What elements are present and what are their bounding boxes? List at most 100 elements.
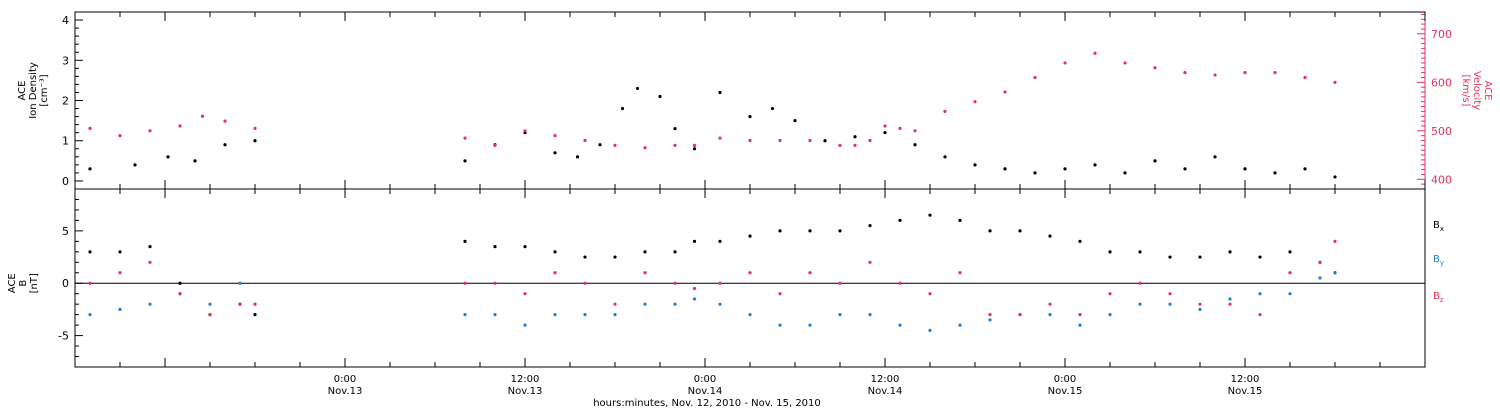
by-point	[463, 313, 467, 317]
density-tick-label: 3	[62, 54, 69, 67]
bx-point	[928, 213, 932, 217]
density-axis-title: ACE Ion Density [cm⁻³]	[17, 62, 50, 119]
by-point	[583, 313, 587, 317]
by-point	[148, 302, 152, 306]
x-tick-time-label: 12:00	[511, 374, 540, 385]
bz-point	[692, 286, 697, 291]
velocity-point	[718, 136, 722, 140]
density-point	[793, 119, 797, 123]
bz-point	[463, 281, 467, 285]
bz-point	[808, 271, 812, 275]
density-point	[553, 151, 557, 155]
legend-by: By	[1433, 254, 1444, 267]
bz-point	[868, 260, 872, 264]
velocity-point	[898, 126, 902, 130]
velocity-point	[1003, 90, 1007, 94]
velocity-point	[1123, 61, 1127, 65]
density-point	[575, 155, 580, 159]
bx-point	[493, 244, 497, 249]
velocity-axis-title-line: Velocity	[1471, 71, 1482, 110]
density-point	[166, 155, 170, 159]
velocity-point	[643, 146, 647, 150]
bfield-tick-label: -5	[58, 330, 69, 343]
velocity-tick-label: 600	[1431, 76, 1452, 89]
bx-point	[1048, 234, 1052, 238]
velocity-point	[973, 100, 977, 104]
bz-point	[208, 313, 212, 317]
by-point	[692, 297, 697, 301]
density-point	[1273, 171, 1277, 175]
by-point	[208, 302, 212, 306]
bfield-tick-label: 0	[62, 277, 69, 290]
bx-point	[253, 313, 257, 317]
bz-point	[523, 292, 527, 296]
bx-point	[692, 239, 697, 243]
top-panel-frame	[74, 11, 1426, 190]
bz-point	[493, 281, 497, 285]
by-point	[118, 307, 122, 312]
bz-point	[1108, 292, 1112, 296]
bz-point	[838, 281, 842, 285]
density-point	[463, 159, 467, 163]
by-point	[1288, 292, 1292, 296]
bz-point	[148, 260, 152, 264]
velocity-point	[838, 143, 842, 147]
bz-point	[553, 271, 557, 275]
by-point	[1228, 297, 1232, 301]
x-tick-time-label: 0:00	[334, 374, 356, 385]
by-point	[808, 323, 812, 327]
by-point	[1318, 276, 1322, 280]
density-point	[635, 86, 640, 91]
x-tick-date-label: Nov.14	[688, 386, 723, 397]
legend-bx-sub: x	[1440, 225, 1444, 233]
bz-point	[958, 271, 962, 275]
density-point	[823, 139, 827, 143]
by-point	[928, 328, 932, 332]
by-point	[643, 302, 647, 306]
x-tick-time-label: 0:00	[694, 374, 716, 385]
bz-point	[1288, 271, 1292, 275]
velocity-tick-label: 700	[1431, 28, 1452, 41]
bz-point	[1333, 239, 1337, 243]
density-point	[1243, 167, 1247, 171]
bz-point	[1078, 313, 1082, 317]
bz-point	[253, 302, 257, 306]
legend-bz-sub: z	[1440, 296, 1444, 304]
bx-point	[778, 229, 782, 233]
by-point	[1108, 313, 1112, 317]
bx-point	[523, 244, 527, 249]
by-point	[613, 313, 617, 317]
density-axis-title-line: Ion Density	[28, 62, 39, 119]
density-point	[1213, 155, 1217, 159]
density-point	[253, 139, 257, 143]
by-point	[1333, 271, 1337, 275]
by-point	[898, 323, 902, 327]
bx-point	[553, 250, 557, 254]
by-point	[988, 318, 992, 322]
velocity-point	[778, 138, 782, 143]
bx-point	[1168, 255, 1172, 259]
bx-point	[868, 224, 872, 228]
bz-point	[1168, 292, 1172, 296]
bx-point	[148, 244, 152, 249]
velocity-point	[200, 114, 205, 118]
bz-point	[1198, 302, 1202, 306]
density-point	[1333, 175, 1337, 179]
density-point	[88, 167, 92, 171]
bfield-tick-label: 5	[62, 225, 69, 238]
bz-point	[88, 281, 92, 285]
velocity-point	[808, 138, 812, 143]
velocity-point	[148, 129, 152, 133]
by-point	[88, 313, 92, 317]
velocity-tick-label: 400	[1431, 173, 1452, 186]
velocity-point	[943, 109, 947, 114]
density-point	[718, 90, 722, 95]
x-tick-date-label: Nov.15	[1228, 386, 1263, 397]
velocity-point	[1213, 73, 1217, 77]
velocity-axis-title-line: ACE	[1482, 81, 1493, 101]
velocity-point	[1273, 71, 1277, 75]
density-axis-title-line: [cm⁻³]	[39, 74, 50, 106]
velocity-point	[1303, 75, 1307, 80]
